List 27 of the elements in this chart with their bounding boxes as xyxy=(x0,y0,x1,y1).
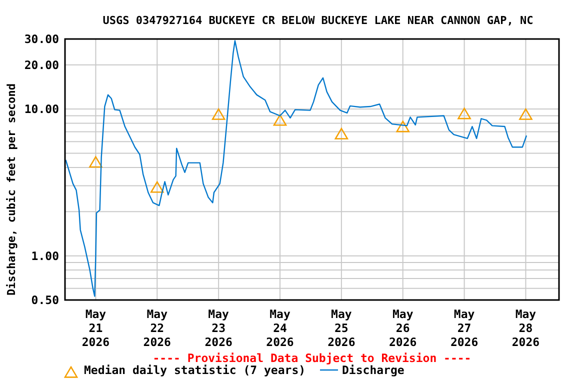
x-tick-label: May 24 2026 xyxy=(266,307,294,349)
y-axis-title: Discharge, cubic feet per second xyxy=(5,84,18,296)
point xyxy=(273,114,287,126)
point xyxy=(334,128,348,140)
text: ---- Provisional Data Subject to Revision ---- xyxy=(152,351,472,365)
line-series xyxy=(65,40,528,297)
point xyxy=(150,181,164,193)
point xyxy=(396,120,410,132)
x-tick-label: May 26 2026 xyxy=(389,307,417,349)
x-tick-label: May 25 2026 xyxy=(328,307,356,349)
y-tick-label: 1.00 xyxy=(31,248,60,263)
y-tick-label: 0.50 xyxy=(31,293,60,307)
x-tick-label: May 21 2026 xyxy=(82,307,110,349)
y-tick-label: 20.00 xyxy=(24,58,60,72)
y-tick-label: 10.00 xyxy=(24,102,60,116)
chart-title: USGS 0347927164 BUCKEYE CR BELOW BUCKEYE LAKE NEAR CANNON GAP, NC xyxy=(102,14,534,27)
x-tick-label: May 23 2026 xyxy=(204,307,232,349)
point xyxy=(212,108,226,120)
x-tick-label: May 27 2026 xyxy=(450,307,478,349)
point xyxy=(458,108,471,120)
x-tick-label: May 22 2026 xyxy=(143,307,172,349)
x-tick-label: May 28 2026 xyxy=(512,307,540,349)
y-tick-label: 30.00 xyxy=(24,32,60,46)
legend-label: Discharge xyxy=(342,363,404,377)
legend-label: Median daily statistic (7 years) xyxy=(84,363,306,377)
point xyxy=(89,156,102,168)
point xyxy=(519,108,532,120)
